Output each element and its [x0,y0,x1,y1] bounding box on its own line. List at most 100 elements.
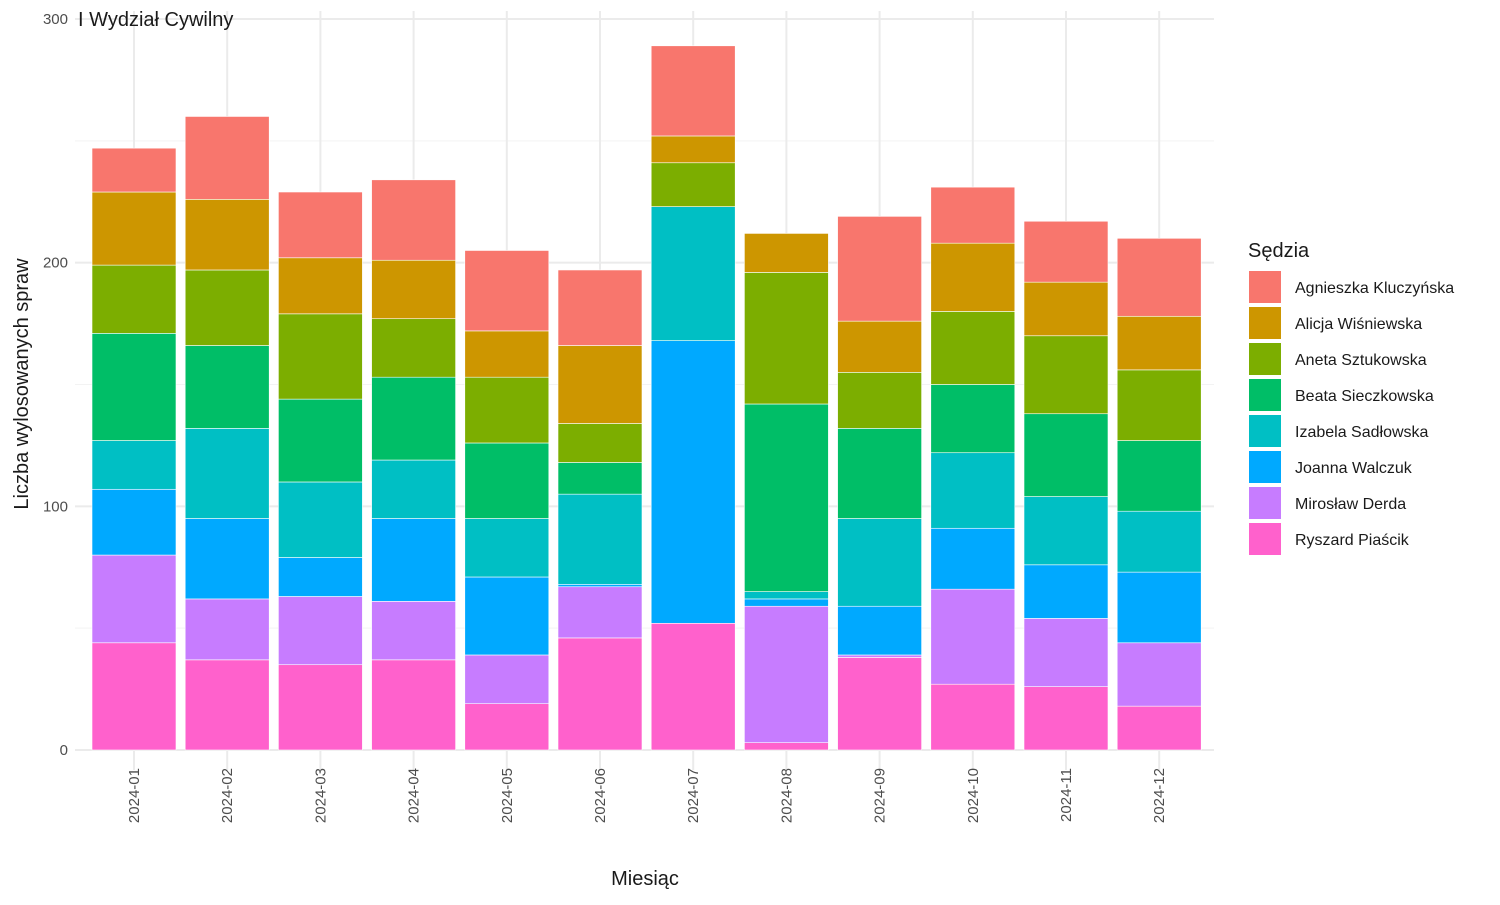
bar-segment[interactable] [184,345,270,429]
bar-segment[interactable] [91,147,177,193]
bar-segment[interactable] [91,264,177,334]
chart-title: I Wydział Cywilny [78,9,233,31]
bar-segment[interactable] [184,269,270,346]
bar-segment[interactable] [91,191,177,266]
bar-segment[interactable] [744,233,829,273]
bar-segment[interactable] [557,462,643,495]
bar-segment[interactable] [184,518,270,600]
bar-segment[interactable] [278,257,363,315]
bar-segment[interactable] [1116,510,1202,573]
bar-segment[interactable] [744,605,829,743]
bar-segment[interactable] [1116,369,1202,441]
bar-segment[interactable] [557,423,643,463]
legend-swatch [1249,307,1281,339]
bar-segment[interactable] [371,518,456,602]
bar-segment[interactable] [930,452,1016,529]
bar-segment[interactable] [650,340,736,624]
bar-segment[interactable] [1023,281,1109,337]
bar-segment[interactable] [371,318,456,378]
bar-segment[interactable] [371,459,456,519]
bar-segment[interactable] [837,320,922,373]
bar-segment[interactable] [837,518,922,607]
bar-segment[interactable] [464,250,550,332]
bar-segment[interactable] [91,440,177,490]
bar-segment[interactable] [837,216,922,322]
bar-segment[interactable] [650,622,736,751]
bar-segment[interactable] [278,557,363,597]
bar-segment[interactable] [1023,413,1109,497]
bar-segment[interactable] [278,664,363,751]
bar-segment[interactable] [744,742,829,751]
bar-segment[interactable] [1116,571,1202,644]
bar-segment[interactable] [184,199,270,271]
bar-segment[interactable] [1023,564,1109,619]
bar-segment[interactable] [1023,220,1109,283]
bar-segment[interactable] [930,384,1016,454]
x-tick-label: 2024-02 [219,768,236,823]
bar-segment[interactable] [1023,618,1109,687]
bar-segment[interactable] [371,179,456,261]
bar-segment[interactable] [744,272,829,405]
bar-segment[interactable] [278,481,363,558]
bar-segment[interactable] [278,398,363,483]
bar-segment[interactable] [464,442,550,519]
bar-segment[interactable] [464,376,550,444]
bar-segment[interactable] [91,333,177,441]
bar-segment[interactable] [1023,686,1109,751]
bar-segment[interactable] [837,654,922,658]
bar-segment[interactable] [278,596,363,666]
bar-segment[interactable] [837,372,922,429]
bar-segment[interactable] [930,242,1016,312]
bar-segment[interactable] [650,162,736,207]
bar-segment[interactable] [464,518,550,578]
bar-segment[interactable] [278,313,363,400]
bar-segment[interactable] [1116,642,1202,707]
bar-segment[interactable] [557,637,643,751]
bar-segment[interactable] [1023,335,1109,415]
bar-segment[interactable] [91,554,177,644]
bar-segment[interactable] [930,588,1016,685]
bar-segment[interactable] [650,135,736,164]
bar-segment[interactable] [557,586,643,639]
bar-segment[interactable] [371,376,456,461]
bar-segment[interactable] [650,45,736,137]
bar-segment[interactable] [650,206,736,341]
bar-segment[interactable] [1116,440,1202,512]
bar-segment[interactable] [371,259,456,320]
bar-segment[interactable] [930,186,1016,244]
bar-segment[interactable] [184,428,270,519]
bar-segment[interactable] [1116,705,1202,751]
bar-segment[interactable] [371,601,456,661]
bar-segment[interactable] [464,654,550,705]
y-tick-label: 200 [43,255,68,272]
bar-segment[interactable] [184,116,270,200]
bar-segment[interactable] [837,605,922,656]
bar-segment[interactable] [837,428,922,519]
bar-segment[interactable] [1116,238,1202,317]
bar-segment[interactable] [557,269,643,346]
bar-segment[interactable] [184,659,270,751]
bar-segment[interactable] [278,191,363,259]
bar-segment[interactable] [91,642,177,751]
bar-segment[interactable] [557,493,643,585]
y-tick-label: 0 [60,742,68,759]
bar-segment[interactable] [464,576,550,656]
bar-segment[interactable] [1116,315,1202,371]
bar-segment[interactable] [464,330,550,378]
bar-segment[interactable] [91,488,177,556]
bar-segment[interactable] [837,657,922,751]
bar-segment[interactable] [744,403,829,592]
bar-segment[interactable] [930,311,1016,385]
bar-segment[interactable] [464,703,550,751]
bar-segment[interactable] [744,598,829,607]
bar-segment[interactable] [744,591,829,600]
bar-segment[interactable] [930,527,1016,590]
bar-segment[interactable] [1023,496,1109,566]
bar-segment[interactable] [184,598,270,661]
bar-segment[interactable] [930,683,1016,751]
bar-segment[interactable] [371,659,456,751]
bar-segment[interactable] [557,345,643,424]
bar-segment[interactable] [557,584,643,588]
